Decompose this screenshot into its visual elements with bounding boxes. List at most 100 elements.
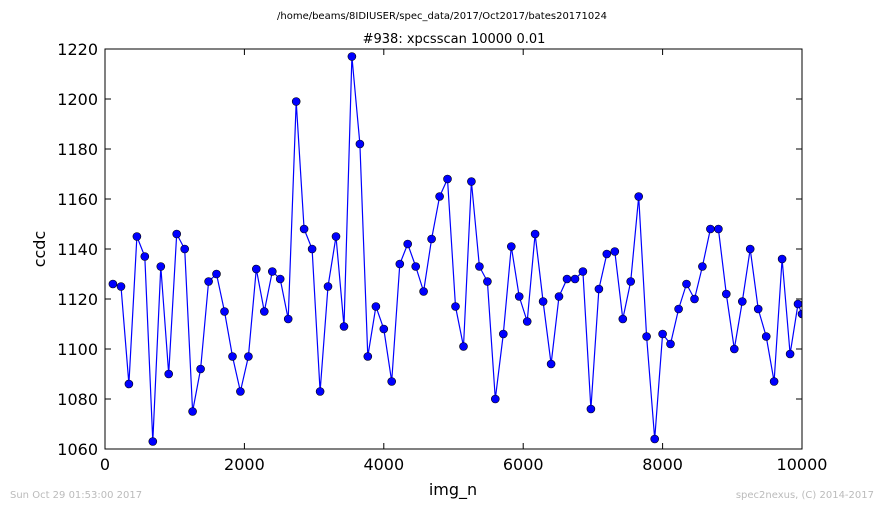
data-point	[291, 97, 301, 106]
data-point	[483, 277, 492, 286]
data-point	[706, 224, 715, 234]
data-point	[124, 379, 134, 389]
data-point	[323, 282, 333, 291]
data-point	[467, 177, 476, 186]
data-point	[745, 244, 755, 254]
data-point	[578, 267, 588, 276]
data-point	[626, 277, 636, 286]
data-point	[721, 289, 731, 299]
data-point	[275, 274, 285, 284]
data-point	[347, 52, 357, 61]
data-point	[514, 292, 524, 301]
y-tick-label: 1120	[57, 290, 98, 309]
x-tick-label: 0	[100, 455, 110, 474]
axis-ticks: 0 2000 4000 6000 8000 10000 1060 1080 1100 1120 11…	[57, 40, 827, 474]
data-point	[267, 267, 277, 276]
data-point	[331, 232, 341, 241]
data-point	[236, 387, 245, 396]
data-point	[259, 307, 269, 316]
data-point	[761, 332, 771, 341]
data-point	[650, 434, 660, 444]
data-point	[602, 249, 612, 259]
data-point	[618, 314, 628, 324]
y-tick-label: 1140	[57, 240, 98, 259]
series-layer	[108, 52, 802, 446]
data-point	[395, 259, 405, 269]
data-point	[714, 224, 723, 234]
data-point	[411, 262, 421, 271]
data-point	[554, 292, 564, 301]
y-tick-label: 1080	[57, 390, 98, 409]
data-point	[188, 407, 197, 416]
data-point	[148, 437, 158, 446]
x-tick-label: 2000	[224, 455, 265, 474]
data-point	[220, 307, 229, 316]
data-point	[156, 262, 166, 271]
data-point	[594, 284, 604, 294]
data-point	[435, 192, 444, 201]
x-tick-label: 10000	[777, 455, 828, 474]
data-point	[443, 174, 452, 184]
data-point	[634, 192, 644, 201]
data-point	[307, 244, 317, 254]
y-tick-label: 1100	[57, 340, 98, 359]
data-point	[793, 299, 802, 309]
data-point	[283, 314, 293, 324]
data-point	[506, 242, 516, 251]
file-path-title: /home/beams/8IDIUSER/spec_data/2017/Oct2…	[277, 11, 607, 22]
data-point	[737, 297, 747, 306]
data-point	[570, 274, 580, 284]
x-tick-label: 6000	[503, 455, 544, 474]
plot-area-frame	[104, 48, 803, 450]
data-point	[116, 282, 126, 291]
data-point	[562, 274, 572, 284]
data-point	[690, 294, 699, 304]
data-point	[658, 329, 667, 339]
data-point	[371, 302, 381, 311]
data-point	[769, 377, 779, 386]
data-point	[785, 349, 795, 359]
footer-timestamp: Sun Oct 29 01:53:00 2017	[10, 490, 142, 501]
y-tick-label: 1220	[57, 40, 98, 59]
data-point	[698, 262, 707, 271]
y-tick-label: 1200	[57, 90, 98, 109]
data-point	[797, 309, 802, 319]
data-point	[538, 297, 548, 306]
data-point	[475, 262, 484, 271]
data-point	[586, 404, 596, 414]
y-axis-label: ccdc	[30, 231, 49, 268]
data-point	[777, 254, 787, 264]
data-point	[379, 324, 389, 334]
data-point	[403, 239, 413, 249]
data-point	[196, 364, 205, 374]
data-point	[315, 387, 325, 396]
data-point	[172, 229, 181, 239]
data-point	[419, 287, 428, 296]
data-point	[339, 322, 349, 331]
x-axis-label: img_n	[429, 480, 477, 500]
data-point	[753, 304, 763, 314]
data-point	[204, 277, 213, 286]
data-point	[427, 234, 436, 244]
data-point	[363, 352, 373, 361]
y-tick-label: 1060	[57, 440, 98, 459]
data-point	[729, 344, 739, 354]
data-point	[451, 302, 460, 311]
data-point	[108, 279, 118, 289]
series-clip-group	[108, 52, 802, 446]
data-point	[674, 304, 683, 314]
data-point	[490, 394, 500, 404]
data-point	[164, 369, 173, 379]
data-point	[387, 377, 397, 386]
data-point	[299, 224, 309, 234]
chart-title: #938: xpcsscan 10000 0.01	[363, 32, 546, 47]
series-line	[112, 56, 802, 442]
x-tick-label: 8000	[642, 455, 683, 474]
data-point	[546, 359, 556, 369]
data-point	[642, 332, 651, 341]
data-point	[666, 339, 675, 349]
x-tick-label: 4000	[363, 455, 404, 474]
data-point	[180, 244, 189, 254]
y-tick-label: 1180	[57, 140, 98, 159]
